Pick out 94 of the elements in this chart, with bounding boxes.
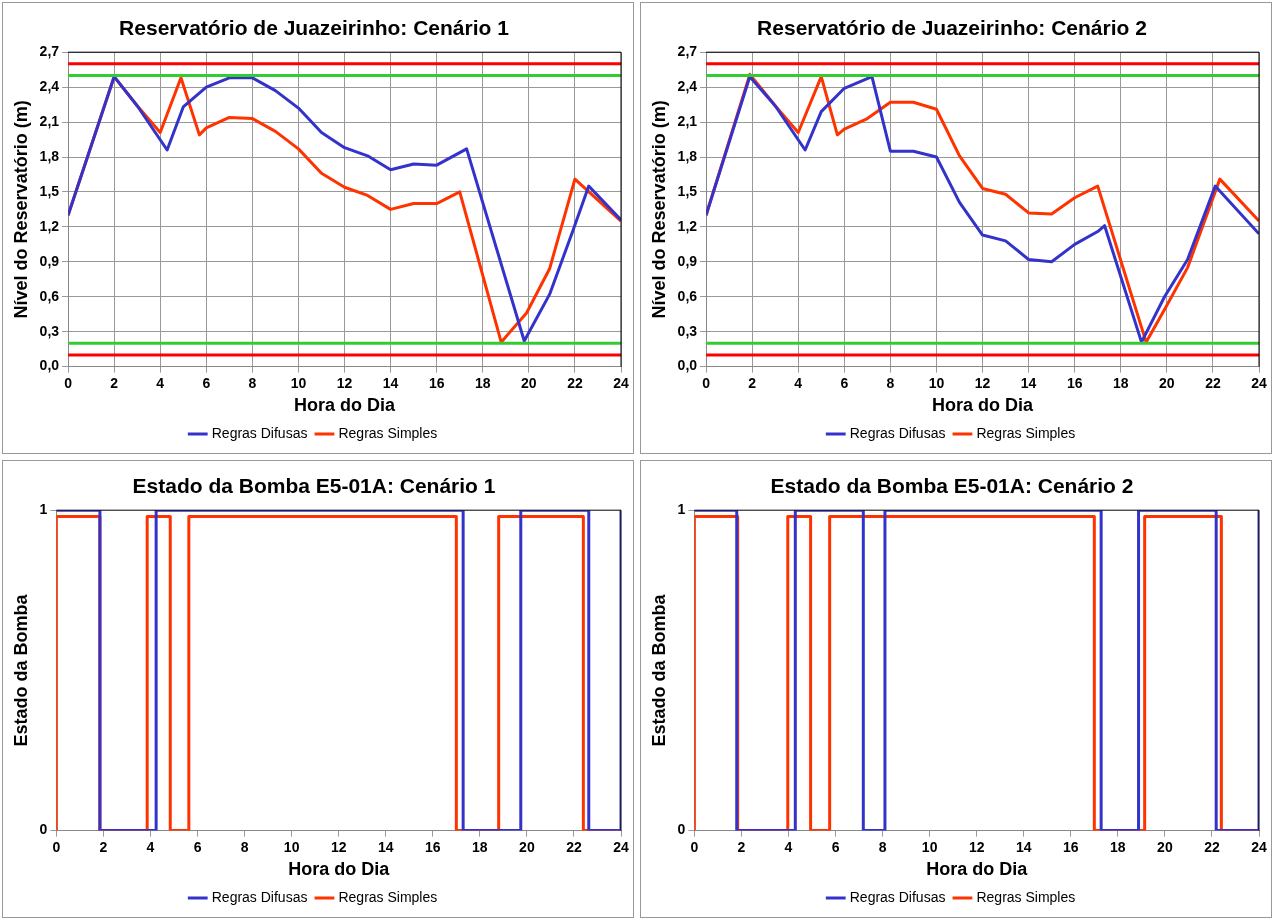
x-tick-label: 6 bbox=[202, 374, 211, 391]
x-tick-label: 22 bbox=[1204, 838, 1220, 855]
x-tick-label: 24 bbox=[1251, 374, 1267, 391]
y-tick-label: 0,9 bbox=[39, 252, 60, 269]
y-tick-label: 0,3 bbox=[39, 322, 60, 339]
chart-title: Estado da Bomba E5-01A: Cenário 2 bbox=[770, 474, 1134, 498]
y-axis-title: Estado da Bomba bbox=[10, 593, 31, 747]
chart-title: Reservatório de Juazeirinho: Cenário 2 bbox=[757, 16, 1147, 40]
y-tick-label: 2,4 bbox=[39, 77, 60, 94]
x-tick-label: 14 bbox=[1015, 838, 1032, 855]
x-tick-label: 8 bbox=[248, 374, 257, 391]
y-tick-label: 2,1 bbox=[39, 112, 60, 129]
legend-label: Regras Difusas bbox=[211, 424, 308, 441]
y-tick-label: 0,6 bbox=[39, 287, 60, 304]
y-tick-label: 0 bbox=[677, 821, 686, 838]
y-axis-title: Nível do Reservatório (m) bbox=[10, 100, 31, 319]
x-tick-label: 16 bbox=[428, 374, 445, 391]
x-tick-label: 16 bbox=[425, 838, 441, 855]
x-tick-label: 24 bbox=[613, 374, 629, 391]
y-tick-label: 1 bbox=[39, 501, 48, 518]
y-tick-label: 1,8 bbox=[677, 147, 698, 164]
x-tick-label: 6 bbox=[193, 838, 202, 855]
x-tick-label: 22 bbox=[566, 838, 582, 855]
x-tick-label: 22 bbox=[567, 374, 583, 391]
legend-label: Regras Simples bbox=[976, 888, 1076, 905]
x-tick-label: 4 bbox=[146, 838, 155, 855]
x-tick-label: 10 bbox=[290, 374, 307, 391]
x-tick-label: 14 bbox=[377, 838, 394, 855]
x-tick-label: 24 bbox=[613, 838, 629, 855]
x-tick-label: 12 bbox=[336, 374, 353, 391]
x-tick-label: 12 bbox=[968, 838, 985, 855]
x-tick-label: 14 bbox=[1020, 374, 1037, 391]
y-axis-title: Nível do Reservatório (m) bbox=[648, 100, 669, 319]
x-axis-title: Hora do Dia bbox=[932, 395, 1035, 416]
x-tick-label: 10 bbox=[283, 838, 300, 855]
x-axis-title: Hora do Dia bbox=[294, 395, 397, 416]
y-tick-label: 2,7 bbox=[39, 43, 60, 60]
x-tick-label: 4 bbox=[794, 374, 803, 391]
x-tick-label: 2 bbox=[99, 838, 108, 855]
x-tick-label: 2 bbox=[748, 374, 757, 391]
x-tick-label: 10 bbox=[928, 374, 945, 391]
y-tick-label: 1,2 bbox=[677, 217, 698, 234]
x-tick-label: 24 bbox=[1251, 838, 1267, 855]
x-tick-label: 6 bbox=[840, 374, 849, 391]
x-tick-label: 0 bbox=[64, 374, 73, 391]
y-tick-label: 2,7 bbox=[677, 43, 698, 60]
x-tick-label: 8 bbox=[886, 374, 895, 391]
x-tick-label: 8 bbox=[878, 838, 887, 855]
legend-label: Regras Difusas bbox=[849, 888, 946, 905]
legend-label: Regras Difusas bbox=[211, 888, 308, 905]
x-tick-label: 16 bbox=[1063, 838, 1079, 855]
x-tick-label: 4 bbox=[156, 374, 165, 391]
y-tick-label: 0,3 bbox=[677, 322, 698, 339]
x-tick-label: 18 bbox=[1110, 838, 1126, 855]
x-tick-label: 14 bbox=[382, 374, 399, 391]
y-tick-label: 0,0 bbox=[39, 357, 60, 374]
y-tick-label: 0 bbox=[39, 821, 48, 838]
x-axis-title: Hora do Dia bbox=[288, 859, 391, 880]
y-tick-label: 1,8 bbox=[39, 147, 60, 164]
y-tick-label: 0,6 bbox=[677, 287, 698, 304]
y-tick-label: 1,5 bbox=[39, 182, 60, 199]
x-tick-label: 10 bbox=[921, 838, 938, 855]
x-axis-title: Hora do Dia bbox=[926, 859, 1029, 880]
y-tick-label: 2,1 bbox=[677, 112, 698, 129]
legend-label: Regras Simples bbox=[976, 424, 1076, 441]
y-tick-label: 0,0 bbox=[677, 357, 698, 374]
legend-label: Regras Simples bbox=[338, 424, 438, 441]
legend-label: Regras Simples bbox=[338, 888, 438, 905]
x-tick-label: 18 bbox=[474, 374, 491, 391]
x-tick-label: 6 bbox=[831, 838, 840, 855]
x-tick-label: 20 bbox=[519, 838, 535, 855]
x-tick-label: 2 bbox=[737, 838, 746, 855]
y-axis-title: Estado da Bomba bbox=[648, 593, 669, 747]
y-tick-label: 1 bbox=[677, 501, 686, 518]
y-tick-label: 1,2 bbox=[39, 217, 60, 234]
x-tick-label: 2 bbox=[110, 374, 119, 391]
x-tick-label: 12 bbox=[330, 838, 347, 855]
x-tick-label: 18 bbox=[1112, 374, 1129, 391]
x-tick-label: 20 bbox=[1157, 838, 1173, 855]
y-tick-label: 2,4 bbox=[677, 77, 698, 94]
x-tick-label: 18 bbox=[472, 838, 488, 855]
x-tick-label: 4 bbox=[784, 838, 793, 855]
x-tick-label: 20 bbox=[521, 374, 537, 391]
x-tick-label: 16 bbox=[1066, 374, 1083, 391]
y-tick-label: 1,5 bbox=[677, 182, 698, 199]
y-tick-label: 0,9 bbox=[677, 252, 698, 269]
x-tick-label: 22 bbox=[1205, 374, 1221, 391]
x-tick-label: 12 bbox=[974, 374, 991, 391]
x-tick-label: 8 bbox=[240, 838, 249, 855]
chart-title: Reservatório de Juazeirinho: Cenário 1 bbox=[119, 16, 510, 40]
legend-label: Regras Difusas bbox=[849, 424, 946, 441]
x-tick-label: 0 bbox=[702, 374, 711, 391]
x-tick-label: 20 bbox=[1159, 374, 1175, 391]
chart-title: Estado da Bomba E5-01A: Cenário 1 bbox=[132, 474, 496, 498]
